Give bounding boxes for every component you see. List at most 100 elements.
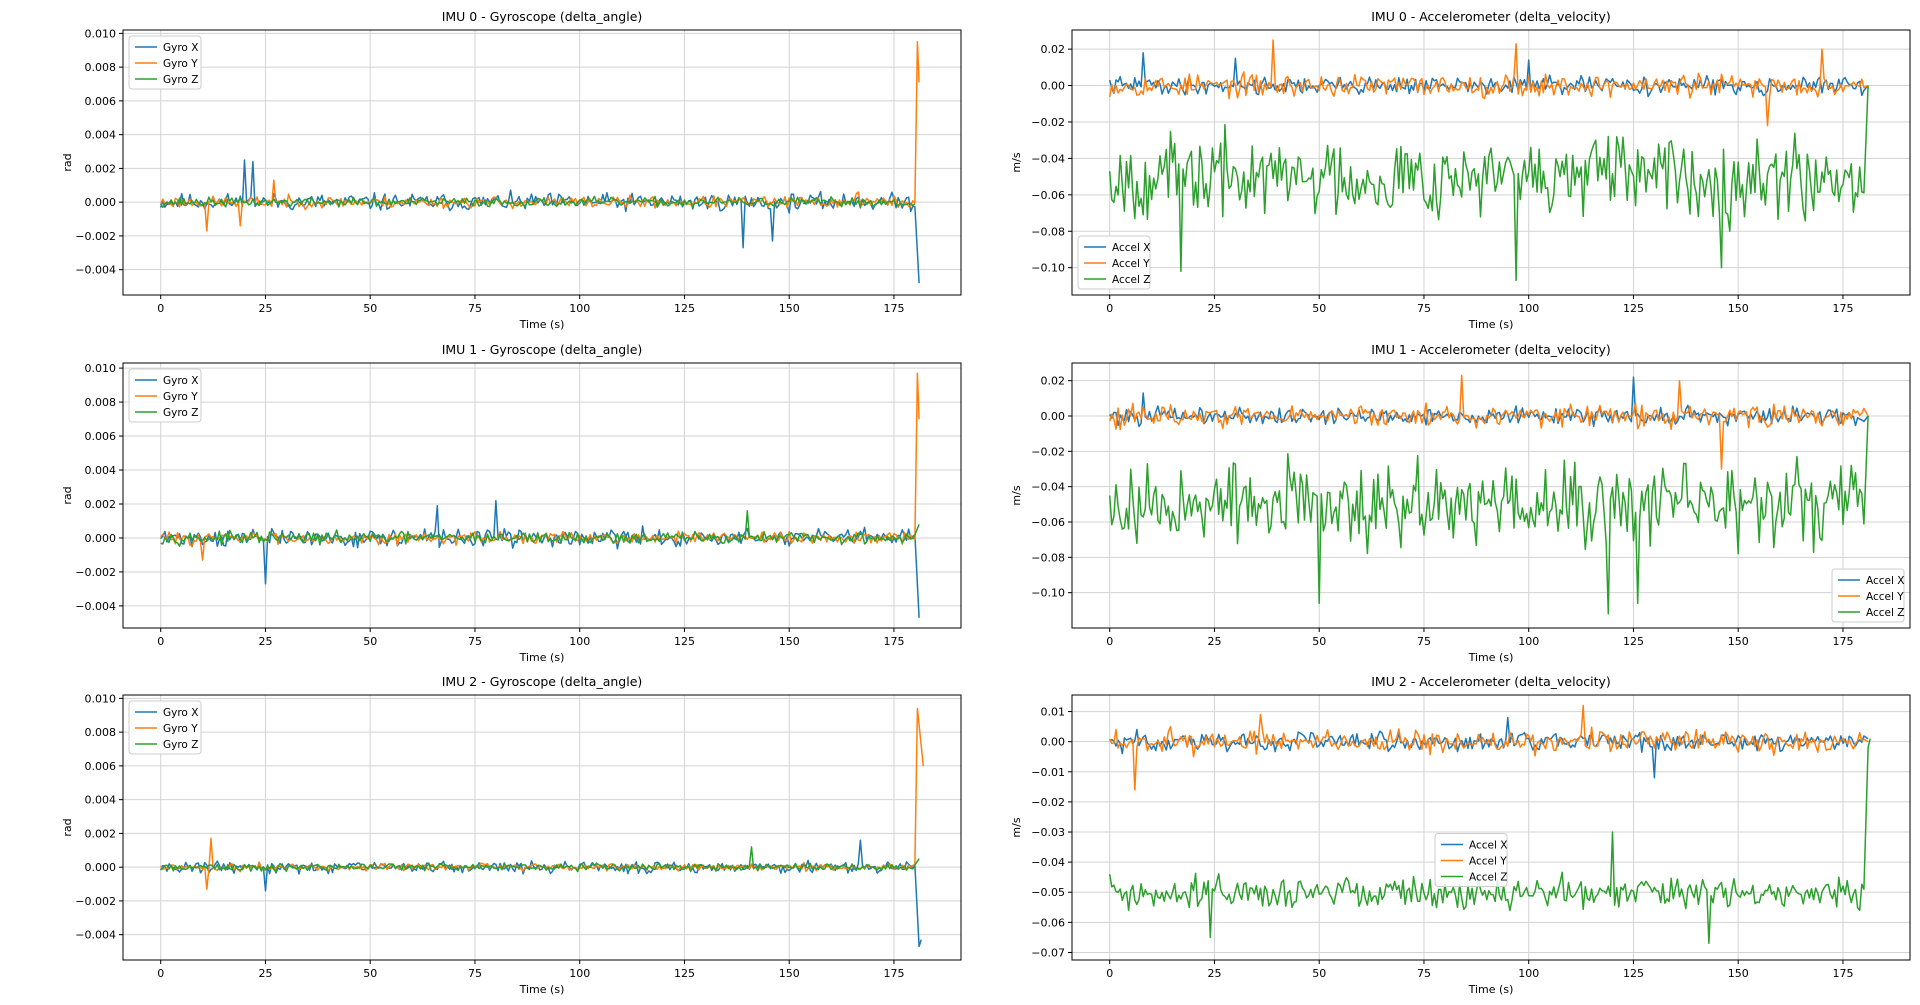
y-tick-label: 0.006 [85,760,117,773]
series-line-gyro-y [160,372,920,561]
y-axis-label: m/s [1010,817,1023,837]
y-tick-label: −0.08 [1031,225,1065,238]
chart-title: IMU 2 - Accelerometer (delta_velocity) [1371,674,1611,689]
series-line-gyro-x [160,499,920,618]
series-line-accel-x [1109,376,1869,428]
y-tick-label: 0.004 [85,129,117,142]
x-tick-label: 150 [1728,302,1749,315]
legend-label: Gyro Z [163,739,198,751]
legend-label: Accel X [1112,242,1150,254]
y-tick-label: 0.00 [1041,736,1066,749]
series-line-gyro-x [159,159,920,284]
x-tick-label: 125 [1623,635,1644,648]
chart-imu2_gyro: 0 25 50 75 100 125 150 175 −0.004 −0.002 0.000 0.00… [61,674,962,996]
y-tick-label: 0.002 [85,162,117,175]
x-tick-label: 50 [1312,302,1326,315]
x-tick-label: 125 [1623,967,1644,980]
chart-title: IMU 0 - Accelerometer (delta_velocity) [1371,9,1611,24]
y-tick-label: −0.002 [75,566,116,579]
legend: Accel X Accel Y Accel Z [1434,833,1508,887]
x-tick-label: 0 [157,635,164,648]
legend: Accel X Accel Y Accel Z [1831,568,1905,623]
series-line-gyro-z [160,846,920,873]
chart-imu1_accel: 0 25 50 75 100 125 150 175 −0.10 −0.08 −0.06 −0.04 −… [1010,342,1911,664]
legend-label: Accel Z [1112,274,1150,286]
y-tick-label: 0.010 [85,27,117,40]
y-tick-label: −0.06 [1031,516,1065,529]
x-axis-label: Time (s) [1468,651,1514,664]
y-tick-label: 0.008 [85,61,117,74]
y-tick-label: 0.008 [85,396,117,409]
x-tick-label: 25 [258,967,272,980]
y-axis-label: m/s [1010,485,1023,505]
plot-frame [1071,694,1911,961]
legend-label: Gyro Z [163,74,198,86]
x-axis-label: Time (s) [519,651,565,664]
x-tick-label: 75 [1417,967,1431,980]
legend: Gyro X Gyro Y Gyro Z [128,35,202,90]
y-axis-label: rad [61,153,74,171]
chart-imu0_accel: 0 25 50 75 100 125 150 175 −0.10 −0.08 −0.06 −0.04 −… [1010,9,1911,331]
series-line-accel-y [1109,704,1869,791]
legend: Gyro X Gyro Y Gyro Z [128,368,202,423]
y-tick-label: −0.004 [75,264,116,277]
y-tick-label: −0.002 [75,895,116,908]
y-tick-label: −0.002 [75,230,116,243]
series-line-accel-y [1108,374,1869,470]
legend-label: Accel Y [1112,258,1150,270]
series-line-accel-y [1108,39,1869,127]
x-tick-label: 0 [157,967,164,980]
y-tick-label: −0.08 [1031,551,1065,564]
x-tick-label: 0 [1106,635,1113,648]
y-tick-label: 0.008 [85,726,117,739]
series-line-accel-z [1108,415,1869,615]
x-tick-label: 175 [1832,967,1853,980]
x-tick-label: 100 [569,635,590,648]
x-tick-label: 175 [1832,635,1853,648]
x-tick-label: 75 [1417,302,1431,315]
y-tick-label: 0.00 [1041,410,1066,423]
y-tick-label: −0.02 [1031,796,1065,809]
legend-label: Gyro X [163,707,198,719]
chart-title: IMU 1 - Accelerometer (delta_velocity) [1371,342,1611,357]
legend-label: Gyro X [163,375,198,387]
legend-label: Gyro Y [163,391,198,403]
plot-frame [1071,362,1911,629]
y-tick-label: 0.006 [85,430,117,443]
y-tick-label: −0.04 [1031,856,1065,869]
chart-imu0_gyro: 0 25 50 75 100 125 150 175 −0.004 −0.002 0.000 0.00… [61,9,962,331]
y-tick-label: −0.02 [1031,116,1065,129]
y-tick-label: −0.07 [1031,946,1065,959]
plot-frame [122,362,962,629]
y-tick-label: −0.06 [1031,189,1065,202]
series-line-gyro-z [160,510,920,547]
x-tick-label: 125 [674,302,695,315]
x-tick-label: 150 [779,967,800,980]
y-tick-label: 0.002 [85,498,117,511]
x-tick-label: 75 [468,302,482,315]
y-axis-label: rad [61,818,74,836]
series-line-accel-z [1108,738,1871,945]
x-tick-label: 100 [1518,967,1539,980]
y-tick-label: 0.004 [85,794,117,807]
y-tick-label: −0.10 [1031,587,1065,600]
legend-label: Gyro Z [163,407,198,419]
x-tick-label: 150 [779,302,800,315]
x-axis-label: Time (s) [519,983,565,996]
x-tick-label: 0 [1106,967,1113,980]
x-tick-label: 175 [883,302,904,315]
y-tick-label: 0.02 [1041,375,1066,388]
legend-box [1077,235,1151,290]
chart-title: IMU 1 - Gyroscope (delta_angle) [442,342,643,357]
x-axis-label: Time (s) [1468,983,1514,996]
y-tick-label: 0.000 [85,532,117,545]
x-tick-label: 75 [468,967,482,980]
x-tick-label: 175 [883,967,904,980]
x-tick-label: 175 [883,635,904,648]
x-tick-label: 125 [1623,302,1644,315]
legend-label: Accel X [1866,575,1904,587]
x-tick-label: 75 [468,635,482,648]
y-tick-label: −0.04 [1031,152,1065,165]
legend-label: Accel Z [1866,607,1904,619]
